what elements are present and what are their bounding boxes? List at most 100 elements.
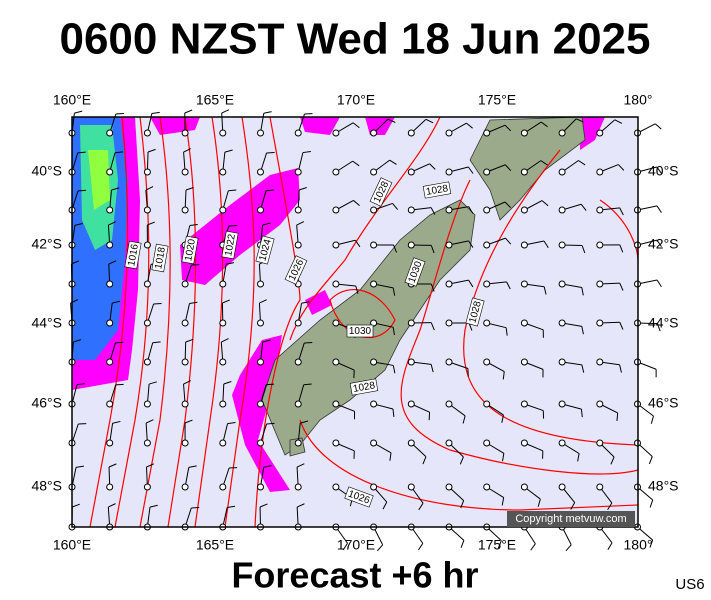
isobar-label-group: 1022 (221, 230, 239, 260)
station (520, 483, 528, 491)
barb-flag (537, 498, 541, 507)
isobar-label: 1018 (153, 246, 168, 270)
lat-label: 48°S (648, 478, 679, 494)
isobar-label: 1028 (352, 380, 376, 395)
station (520, 319, 528, 327)
station (106, 206, 114, 214)
station (332, 358, 340, 366)
lat-label: 46°S (31, 395, 62, 411)
barb-flag (467, 166, 474, 174)
station (483, 241, 491, 249)
barb-flag (656, 205, 662, 213)
station (332, 241, 340, 249)
station (106, 319, 114, 327)
station (407, 483, 415, 491)
barb-flag (225, 262, 235, 265)
barb-flag (418, 502, 424, 511)
barb-flag (540, 121, 548, 128)
barb-flag (74, 110, 83, 114)
barb-flag (111, 187, 120, 191)
barb-flag (417, 543, 424, 551)
barb-flag (389, 159, 397, 165)
barb-flag (77, 151, 86, 154)
barb-flag (189, 223, 198, 227)
station (106, 400, 114, 408)
station (596, 241, 604, 249)
station (332, 319, 340, 327)
station (219, 168, 227, 176)
lon-label: 165°E (196, 537, 234, 553)
station (558, 439, 566, 447)
station (483, 483, 491, 491)
barb-flag (262, 339, 271, 343)
barb-flag (185, 338, 194, 343)
station (596, 206, 604, 214)
barb-flag (504, 124, 512, 132)
barb-flag (581, 287, 584, 296)
lon-label: 175°E (478, 537, 516, 553)
barb-flag (266, 422, 275, 425)
barb-flag (148, 381, 157, 385)
barb-flag (581, 326, 584, 335)
station (370, 280, 378, 288)
station (257, 168, 264, 176)
station (219, 400, 227, 408)
lon-label: 160°E (53, 537, 91, 553)
station (294, 129, 302, 137)
station (407, 400, 415, 408)
station (483, 129, 491, 137)
barb-flag (530, 543, 536, 551)
barb-flag (541, 200, 549, 207)
isobar-label-group: 1016 (124, 240, 142, 270)
station (143, 241, 151, 249)
barb-flag (392, 408, 395, 417)
barb-flag (114, 151, 124, 154)
lon-label: 170°E (337, 92, 375, 108)
station (257, 206, 264, 214)
barb-flag (228, 189, 237, 192)
station (294, 206, 302, 214)
station (181, 358, 189, 366)
barb-flag (147, 148, 156, 153)
barb-flag (619, 364, 622, 373)
barb-flag (112, 300, 121, 304)
station (106, 280, 114, 288)
barb-flag (227, 505, 236, 508)
station (257, 280, 264, 288)
barb-flag (393, 244, 397, 253)
barb-flag (352, 160, 360, 167)
station (596, 168, 604, 176)
isobar-label-group: 1028 (349, 378, 379, 396)
station (143, 129, 151, 137)
station (181, 206, 189, 214)
barb-flag (581, 364, 585, 373)
station (106, 439, 114, 447)
barb-flag (610, 456, 615, 465)
barb-flag (296, 221, 305, 226)
isobar-label-box (346, 324, 374, 338)
lon-label: 165°E (196, 92, 234, 108)
isobar-label-group: 1028 (465, 297, 485, 327)
barb-flag (301, 301, 310, 304)
station (370, 129, 378, 137)
barb-flag (259, 299, 267, 304)
station (219, 358, 227, 366)
station (558, 168, 566, 176)
station (445, 400, 453, 408)
barb-flag (392, 203, 399, 210)
station (332, 206, 340, 214)
barb-flag (504, 201, 512, 209)
barb-flag (115, 341, 124, 344)
barb-flag (656, 279, 662, 288)
barb-flag (607, 502, 613, 511)
station (294, 439, 302, 447)
map-title: 0600 NZST Wed 18 Jun 2025 (59, 15, 650, 64)
barb-flag (300, 420, 309, 424)
barb-flag (389, 452, 392, 461)
barb-flag (355, 285, 359, 294)
barb-flag (224, 149, 233, 153)
barb-flag (468, 240, 474, 248)
barb-flag (430, 283, 435, 292)
barb-flag (222, 299, 231, 304)
barb-flag (302, 151, 311, 154)
